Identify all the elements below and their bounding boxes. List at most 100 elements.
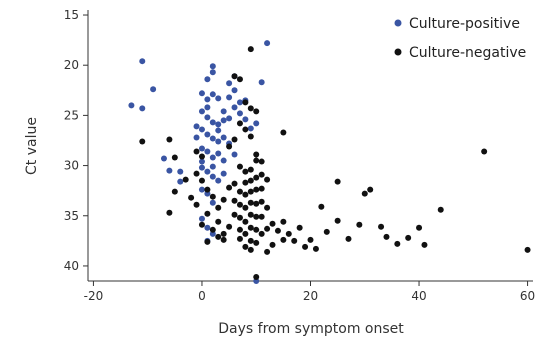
data-point-culture-negative	[247, 237, 254, 244]
data-point-culture-negative	[242, 230, 249, 237]
data-point-culture-positive	[209, 91, 216, 98]
data-point-culture-negative	[334, 178, 341, 185]
data-point-culture-positive	[198, 158, 205, 165]
data-point-culture-positive	[198, 164, 205, 171]
x-axis-ticks: -20 0 20 40 60	[84, 281, 535, 303]
legend-marker-culture-negative	[394, 48, 402, 56]
data-point-culture-negative	[209, 226, 216, 233]
data-point-culture-positive	[215, 177, 222, 184]
data-point-culture-negative	[378, 223, 385, 230]
data-point-culture-negative	[231, 211, 238, 218]
data-point-culture-positive	[204, 148, 211, 155]
y-tick-label: 15	[64, 8, 79, 22]
data-point-culture-positive	[215, 150, 222, 157]
data-point-culture-positive	[198, 126, 205, 133]
data-point-culture-positive	[215, 121, 222, 128]
data-point-culture-positive	[209, 199, 216, 206]
data-point-culture-negative	[247, 46, 254, 53]
data-point-culture-negative	[312, 245, 319, 252]
data-point-culture-positive	[204, 131, 211, 138]
data-point-culture-negative	[258, 213, 265, 220]
data-point-culture-positive	[204, 104, 211, 111]
data-point-culture-positive	[236, 99, 243, 106]
x-tick-label: 40	[411, 289, 426, 303]
data-point-culture-positive	[139, 105, 146, 112]
y-tick-label: 25	[64, 108, 79, 122]
data-point-culture-negative	[345, 235, 352, 242]
data-point-culture-negative	[166, 136, 173, 143]
data-point-culture-positive	[264, 40, 271, 47]
data-point-culture-negative	[253, 108, 260, 115]
data-point-culture-negative	[437, 206, 444, 213]
data-point-culture-negative	[258, 198, 265, 205]
data-point-culture-negative	[231, 197, 238, 204]
data-point-culture-negative	[264, 204, 271, 211]
data-point-culture-negative	[264, 176, 271, 183]
data-point-culture-positive	[204, 224, 211, 231]
data-point-culture-negative	[226, 223, 233, 230]
x-tick-label: 20	[303, 289, 318, 303]
data-point-culture-positive	[204, 76, 211, 83]
data-point-culture-positive	[209, 69, 216, 76]
data-point-culture-negative	[481, 148, 488, 155]
data-point-culture-negative	[323, 228, 330, 235]
legend-item-culture-negative: Culture-negative	[394, 45, 526, 61]
data-point-culture-negative	[242, 168, 249, 175]
data-point-culture-negative	[247, 246, 254, 253]
legend-marker-culture-positive	[394, 19, 402, 27]
data-point-culture-negative	[405, 234, 412, 241]
data-point-culture-positive	[204, 114, 211, 121]
data-point-culture-negative	[253, 157, 260, 164]
data-point-culture-negative	[258, 171, 265, 178]
data-point-culture-negative	[269, 241, 276, 248]
data-point-culture-negative	[269, 220, 276, 227]
data-point-culture-positive	[236, 110, 243, 117]
data-point-culture-positive	[253, 120, 260, 127]
data-point-culture-negative	[242, 204, 249, 211]
y-axis-title: Ct value	[24, 117, 40, 175]
legend: Culture-positive Culture-negative	[394, 16, 526, 61]
data-point-culture-positive	[198, 108, 205, 115]
data-point-culture-negative	[356, 221, 363, 228]
data-point-culture-negative	[220, 230, 227, 237]
data-point-culture-negative	[296, 224, 303, 231]
data-point-culture-negative	[236, 163, 243, 170]
data-point-culture-positive	[150, 86, 157, 93]
data-point-culture-negative	[242, 99, 249, 106]
data-point-culture-negative	[274, 227, 281, 234]
data-point-culture-negative	[231, 136, 238, 143]
data-point-culture-negative	[204, 186, 211, 193]
data-point-culture-positive	[258, 79, 265, 86]
data-point-culture-negative	[291, 237, 298, 244]
data-point-culture-positive	[209, 154, 216, 161]
x-axis-title: Days from symptom onset	[218, 321, 404, 337]
data-point-culture-negative	[171, 154, 178, 161]
data-point-culture-positive	[193, 123, 200, 130]
data-point-culture-negative	[236, 214, 243, 221]
legend-label-culture-negative: Culture-negative	[409, 45, 526, 61]
data-point-culture-positive	[220, 134, 227, 141]
y-axis-ticks: 15 20 25 30 35 40	[64, 8, 88, 273]
y-tick-label: 35	[64, 209, 79, 223]
data-point-culture-positive	[177, 178, 184, 185]
data-point-culture-negative	[215, 218, 222, 225]
data-point-culture-negative	[394, 240, 401, 247]
data-point-culture-positive	[247, 125, 254, 132]
data-point-culture-negative	[318, 203, 325, 210]
data-point-culture-negative	[139, 138, 146, 145]
data-point-culture-negative	[258, 158, 265, 165]
data-point-culture-negative	[198, 153, 205, 160]
data-point-culture-negative	[236, 226, 243, 233]
data-point-culture-positive	[215, 95, 222, 102]
data-point-culture-negative	[226, 143, 233, 150]
data-point-culture-negative	[280, 129, 287, 136]
data-point-culture-positive	[220, 117, 227, 124]
data-point-culture-positive	[209, 173, 216, 180]
data-point-culture-positive	[215, 127, 222, 134]
data-point-culture-negative	[361, 190, 368, 197]
data-point-culture-negative	[198, 221, 205, 228]
data-point-culture-negative	[247, 211, 254, 218]
data-point-culture-negative	[307, 236, 314, 243]
data-point-culture-negative	[302, 243, 309, 250]
data-point-culture-negative	[247, 188, 254, 195]
